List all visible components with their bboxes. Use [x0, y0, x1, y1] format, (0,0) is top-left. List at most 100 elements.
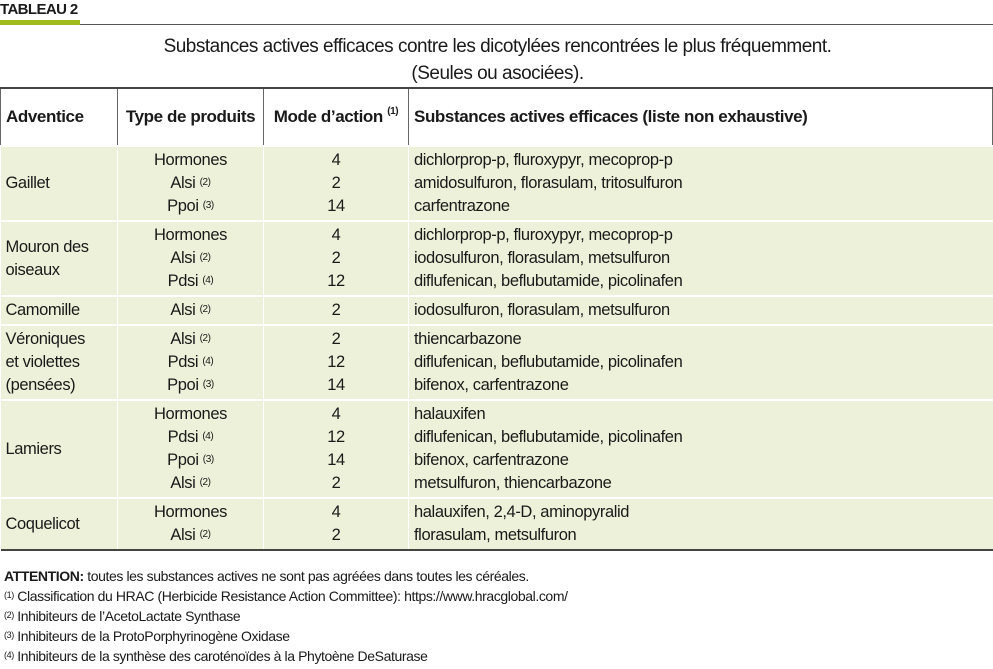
header-substances: Substances actives efficaces (liste non … — [408, 87, 993, 147]
mode-value: 4 — [331, 503, 341, 521]
footnote-ref: (2) — [199, 477, 211, 488]
product-type-label: Hormones — [154, 226, 227, 244]
substance-list: iodosulfuron, florasulam, metsulfuron — [414, 301, 670, 319]
footnote: (2) Inhibiteurs de l’AcetoLactate Syntha… — [4, 606, 568, 626]
table-label: TABLEAU 2 — [0, 1, 78, 18]
weed-cell: Mouron des oiseaux — [0, 220, 118, 296]
product-type: Alsi (2) — [123, 299, 258, 322]
product-type-label: Hormones — [154, 503, 227, 521]
attention-label: ATTENTION: — [4, 568, 84, 584]
type-cell: Alsi (2) Pdsi (4) Ppoi (3) — [117, 324, 264, 400]
footnote-number: (2) — [4, 610, 14, 620]
substance-list: carfentrazone — [414, 197, 510, 215]
header-mode: Mode d’action (1) — [263, 87, 409, 147]
substance-list: metsulfuron, thiencarbazone — [414, 474, 612, 492]
weed-name: Coquelicot — [5, 514, 80, 533]
footnotes: ATTENTION: toutes les substances actives… — [4, 566, 568, 666]
mode-value: 2 — [331, 474, 341, 492]
substance-list: diflufenican, beflubutamide, picolinafen — [414, 353, 683, 371]
mode-value: 4 — [331, 151, 341, 169]
substance-list: diflufenican, beflubutamide, picolinafen — [414, 272, 683, 290]
weed-name: Véroniques — [5, 330, 86, 348]
footnote: (1) Classification du HRAC (Herbicide Re… — [4, 586, 568, 606]
product-type: Alsi (2) — [123, 247, 258, 270]
weed-cell: Camomille — [0, 295, 118, 325]
mode-value: 14 — [327, 376, 345, 394]
type-cell: Hormones Alsi (2) Pdsi (4) — [117, 220, 264, 296]
footnote-ref: (3) — [202, 200, 214, 211]
footnote-ref: (4) — [202, 275, 214, 286]
mode-cell: 4 2 12 — [263, 220, 409, 296]
footnote-ref: (1) — [387, 106, 399, 117]
substance-list: bifenox, carfentrazone — [414, 376, 569, 394]
mode-value: 12 — [327, 272, 345, 290]
weed-cell: Gaillet — [0, 145, 118, 221]
substances-cell: dichlorprop-p, fluroxypyr, mecoprop-p iod… — [408, 220, 993, 296]
product-type: Hormones — [123, 403, 258, 426]
divider — [80, 24, 993, 25]
product-type-label: Pdsi — [167, 353, 199, 371]
footnote-ref: (4) — [202, 431, 214, 442]
mode-value: 12 — [327, 428, 345, 446]
weed-name: Gaillet — [5, 174, 50, 192]
attention-text: toutes les substances actives ne sont pa… — [83, 568, 529, 584]
weed-name: Camomille — [5, 301, 81, 319]
substance-list: amidosulfuron, florasulam, tritosulfuron — [414, 174, 683, 192]
substances-cell: dichlorprop-p, fluroxypyr, mecoprop-p ami… — [408, 145, 993, 221]
substance-list: florasulam, metsulfuron — [414, 526, 577, 544]
product-type-label: Pdsi — [167, 272, 199, 290]
product-type: Ppoi (3) — [123, 374, 258, 397]
footnote-ref: (2) — [199, 304, 211, 315]
mode-cell: 4 2 14 — [263, 145, 409, 221]
header-mode-label: Mode d’action — [273, 107, 383, 126]
weed-cell: Coquelicot — [0, 497, 118, 551]
substances-cell: iodosulfuron, florasulam, metsulfuron — [408, 295, 993, 325]
substance-list: halauxifen — [414, 405, 486, 423]
substance-list: halauxifen, 2,4-D, aminopyralid — [414, 503, 630, 521]
product-type: Ppoi (3) — [123, 449, 258, 472]
footnote-text: Inhibiteurs de la synthèse des caroténoï… — [13, 648, 428, 664]
header-type: Type de produits — [117, 87, 264, 147]
footnote-ref: (4) — [202, 356, 214, 367]
substance-list: dichlorprop-p, fluroxypyr, mecoprop-p — [414, 226, 673, 244]
type-cell: Hormones Alsi (2) — [117, 497, 264, 551]
product-type-label: Alsi — [170, 526, 196, 544]
product-type-label: Hormones — [154, 405, 227, 423]
product-type-label: Alsi — [170, 249, 196, 267]
mode-value: 14 — [327, 197, 345, 215]
type-cell: Hormones Pdsi (4) Ppoi (3) Alsi (2) — [117, 399, 264, 498]
substances-cell: halauxifen diflufenican, beflubutamide, p… — [408, 399, 993, 498]
title-line: Substances actives efficaces contre les … — [163, 36, 832, 57]
mode-value: 2 — [331, 301, 341, 319]
footnote-ref: (3) — [202, 379, 214, 390]
mode-value: 2 — [331, 330, 341, 348]
type-cell: Hormones Alsi (2) Ppoi (3) — [117, 145, 264, 221]
footnote-ref: (3) — [202, 454, 214, 465]
mode-cell: 2 12 14 — [263, 324, 409, 400]
substances-cell: thiencarbazone diflufenican, beflubutamid… — [408, 324, 993, 400]
product-type: Hormones — [123, 224, 258, 247]
substances-cell: halauxifen, 2,4-D, aminopyralid florasula… — [408, 497, 993, 551]
footnote: (3) Inhibiteurs de la ProtoPorphyrinogèn… — [4, 626, 568, 646]
table-row: Mouron des oiseaux Hormones Alsi (2) Pdsi (4… — [0, 220, 993, 296]
mode-value: 2 — [331, 249, 341, 267]
product-type-label: Alsi — [170, 174, 196, 192]
type-cell: Alsi (2) — [117, 295, 264, 325]
product-type: Alsi (2) — [123, 328, 258, 351]
footnote: (4) Inhibiteurs de la synthèse des carot… — [4, 646, 568, 666]
weed-name: (pensées) — [5, 376, 76, 394]
footnote-text: Inhibiteurs de la ProtoPorphyrinogène Ox… — [13, 628, 290, 644]
weed-name: Mouron des — [5, 237, 90, 256]
product-type: Pdsi (4) — [123, 270, 258, 293]
footnote-ref: (2) — [199, 529, 211, 540]
product-type-label: Pdsi — [167, 428, 199, 446]
table-title: Substances actives efficaces contre les … — [0, 33, 993, 87]
weed-name: et violettes — [5, 353, 80, 371]
product-type: Alsi (2) — [123, 172, 258, 195]
substance-list: bifenox, carfentrazone — [414, 451, 569, 469]
table-row: Lamiers Hormones Pdsi (4) Ppoi (3) Alsi (2) 4… — [0, 399, 993, 498]
accent-bar — [0, 20, 80, 25]
table-row: Camomille Alsi (2) 2 iodosulfuron, florasul… — [0, 295, 993, 325]
product-type: Pdsi (4) — [123, 351, 258, 374]
